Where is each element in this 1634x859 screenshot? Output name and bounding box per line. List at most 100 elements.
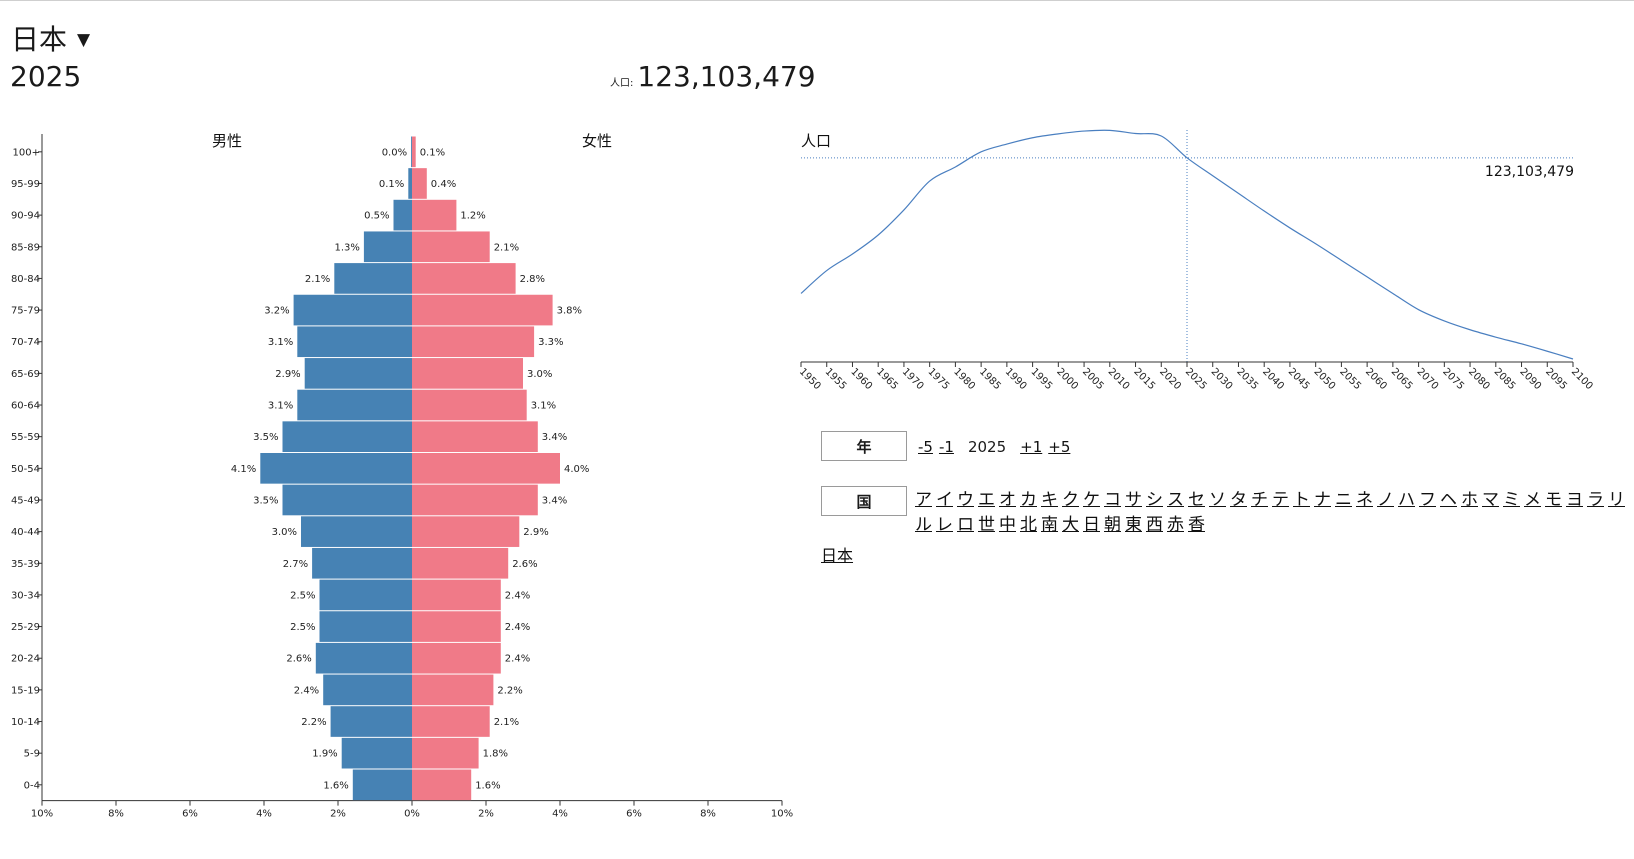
country-index-link[interactable]: ア xyxy=(915,490,932,510)
country-index-link[interactable]: ル xyxy=(915,515,932,535)
female-value-label: 3.0% xyxy=(527,369,552,380)
year-tick-label: 1985 xyxy=(977,366,1003,392)
female-bar xyxy=(412,168,427,199)
selected-country-link[interactable]: 日本 xyxy=(821,546,854,565)
country-index-link[interactable]: ク xyxy=(1062,490,1079,510)
population-series-line xyxy=(800,129,1574,360)
country-index-link[interactable]: ト xyxy=(1293,490,1310,510)
country-index-link[interactable]: ヨ xyxy=(1566,490,1583,510)
male-value-label: 1.6% xyxy=(323,780,348,791)
male-bar xyxy=(297,326,412,358)
year-plus5-link[interactable]: +5 xyxy=(1048,438,1071,456)
country-index-link[interactable]: ソ xyxy=(1209,490,1226,510)
year-tick-label: 1960 xyxy=(848,366,874,392)
country-index-link[interactable]: エ xyxy=(978,490,995,510)
year-tick-label: 2090 xyxy=(1517,366,1543,392)
country-index-link[interactable]: サ xyxy=(1125,490,1142,510)
x-tick-label: 4% xyxy=(552,809,568,820)
year-label-box: 年 xyxy=(821,431,907,461)
country-index-link[interactable]: イ xyxy=(936,490,953,510)
country-index-link[interactable]: 世 xyxy=(978,515,995,535)
country-index-link[interactable]: レ xyxy=(936,515,953,535)
country-index-link[interactable]: フ xyxy=(1419,490,1436,510)
male-bar xyxy=(312,547,412,579)
male-bar xyxy=(319,579,412,611)
female-bar xyxy=(412,674,494,706)
male-value-label: 3.2% xyxy=(264,306,289,317)
country-index-link[interactable]: キ xyxy=(1041,490,1058,510)
year-tick-label: 2060 xyxy=(1363,366,1389,392)
male-value-label: 3.1% xyxy=(268,337,293,348)
year-tick-label: 2055 xyxy=(1337,366,1363,392)
country-index-link[interactable]: 朝 xyxy=(1104,515,1121,535)
marker-value-label: 123,103,479 xyxy=(1485,164,1574,180)
country-index-link[interactable]: 日 xyxy=(1083,515,1100,535)
country-index-link[interactable]: メ xyxy=(1524,490,1541,510)
country-index-link[interactable]: 中 xyxy=(999,515,1016,535)
dropdown-caret-icon: ▼ xyxy=(77,30,91,50)
country-index-link[interactable]: 北 xyxy=(1020,515,1037,535)
year-tick-label: 2045 xyxy=(1286,366,1312,392)
country-index-link[interactable]: ミ xyxy=(1503,490,1520,510)
male-value-label: 2.5% xyxy=(290,622,315,633)
male-value-label: 1.3% xyxy=(334,242,359,253)
year-tick-label: 1995 xyxy=(1028,366,1054,392)
country-index-link[interactable]: ロ xyxy=(957,515,974,535)
female-bar xyxy=(412,516,520,547)
country-index-link[interactable]: シ xyxy=(1146,490,1163,510)
country-index-link[interactable]: ケ xyxy=(1083,490,1100,510)
country-index-link[interactable]: テ xyxy=(1272,490,1289,510)
year-minus1-link[interactable]: -1 xyxy=(938,438,954,456)
female-bar xyxy=(412,484,538,516)
female-value-label: 1.8% xyxy=(483,749,508,760)
age-group-label: 60-64 xyxy=(11,401,40,412)
country-index-link[interactable]: 南 xyxy=(1041,515,1058,535)
year-tick-label: 2095 xyxy=(1543,366,1569,392)
year-tick-label: 1990 xyxy=(1003,366,1029,392)
country-index-link[interactable]: ス xyxy=(1167,490,1184,510)
country-index-link[interactable]: カ xyxy=(1020,490,1037,510)
country-selector[interactable]: 日本 ▼ xyxy=(11,18,90,58)
country-index-link[interactable]: 西 xyxy=(1146,515,1163,535)
country-index-link[interactable]: チ xyxy=(1251,490,1268,510)
country-index-link[interactable]: マ xyxy=(1482,490,1499,510)
country-index-link[interactable]: ネ xyxy=(1356,490,1373,510)
country-index-link[interactable]: タ xyxy=(1230,490,1247,510)
country-index-link[interactable]: オ xyxy=(999,490,1016,510)
country-index-link[interactable]: ハ xyxy=(1398,490,1415,510)
male-bar xyxy=(301,516,412,547)
year-minus5-link[interactable]: -5 xyxy=(918,438,933,456)
year-current: 2025 xyxy=(967,438,1007,456)
line-chart-title: 人口 xyxy=(801,132,831,150)
year-tick-label: 2065 xyxy=(1389,366,1415,392)
country-index-link[interactable]: 大 xyxy=(1062,515,1079,535)
country-index-link[interactable]: ラ xyxy=(1587,490,1604,510)
country-index-link[interactable]: ホ xyxy=(1461,490,1478,510)
country-index-link[interactable]: 東 xyxy=(1125,515,1142,535)
age-group-label: 90-94 xyxy=(11,211,40,222)
female-bar xyxy=(412,263,516,294)
country-index-link[interactable]: リ xyxy=(1608,490,1625,510)
country-index-link[interactable]: ニ xyxy=(1335,490,1352,510)
country-index-link[interactable]: ノ xyxy=(1377,490,1394,510)
male-bar xyxy=(282,484,412,516)
country-index-link[interactable]: コ xyxy=(1104,490,1121,510)
male-value-label: 2.7% xyxy=(283,559,308,570)
year-tick-label: 2050 xyxy=(1312,366,1338,392)
female-value-label: 2.8% xyxy=(520,274,545,285)
female-value-label: 2.4% xyxy=(505,654,530,665)
x-tick-label: 6% xyxy=(182,809,198,820)
country-index-link[interactable]: ウ xyxy=(957,490,974,510)
age-group-label: 75-79 xyxy=(11,306,40,317)
male-bar xyxy=(323,674,412,706)
male-bar xyxy=(293,294,412,326)
country-index-link[interactable]: モ xyxy=(1545,490,1562,510)
year-plus1-link[interactable]: +1 xyxy=(1020,438,1043,456)
country-index-link[interactable]: セ xyxy=(1188,490,1205,510)
country-index-link[interactable]: ナ xyxy=(1314,490,1331,510)
country-index-link[interactable]: 赤 xyxy=(1167,515,1184,535)
age-group-label: 65-69 xyxy=(11,369,40,380)
country-index-link[interactable]: 香 xyxy=(1188,515,1205,535)
country-index-link[interactable]: ヘ xyxy=(1440,490,1457,510)
